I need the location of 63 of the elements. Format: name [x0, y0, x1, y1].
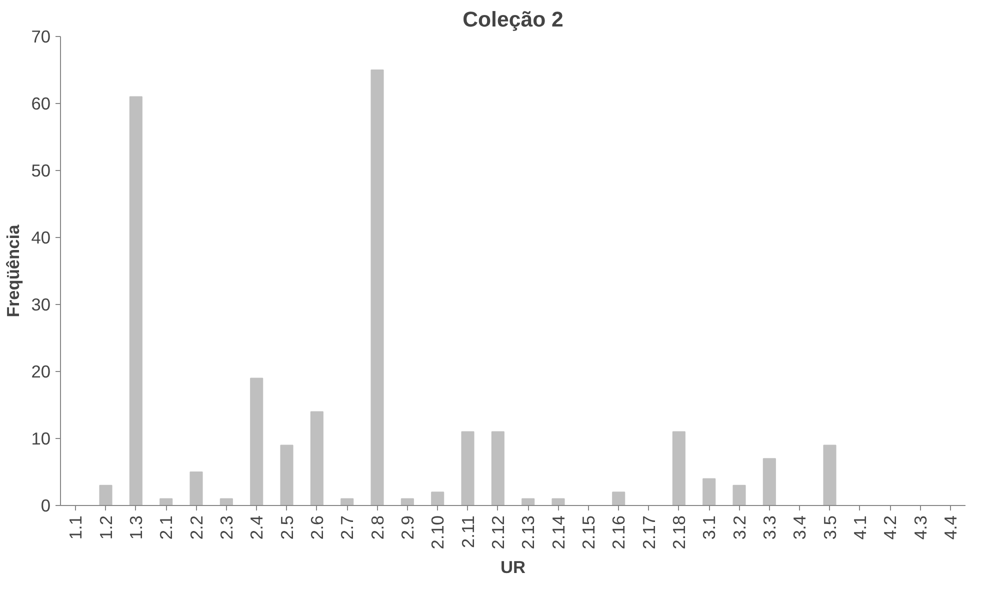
bar — [280, 444, 294, 506]
y-tick-label: 10 — [31, 428, 51, 448]
y-tick-label: 50 — [31, 160, 51, 180]
bar — [370, 70, 384, 506]
bar — [431, 492, 444, 506]
y-tick-label: 70 — [31, 26, 51, 46]
x-axis-title: UR — [500, 557, 526, 578]
x-tick-label: 4.2 — [880, 515, 900, 540]
bar — [672, 431, 686, 506]
x-tick-label: 2.12 — [488, 515, 508, 550]
bar — [310, 411, 324, 506]
y-axis-title: Freqüência — [3, 224, 24, 318]
x-tick-label: 3.1 — [699, 515, 720, 540]
x-tick-label: 2.9 — [397, 515, 418, 540]
x-tick-label: 2.16 — [608, 515, 629, 550]
chart-title: Coleção 2 — [462, 8, 564, 32]
bar — [99, 484, 112, 506]
x-tick-label: 2.13 — [518, 515, 538, 550]
bar — [340, 498, 354, 506]
x-tick-label: 2.8 — [367, 515, 388, 540]
x-tick-label: 4.4 — [940, 515, 960, 540]
x-tick-label: 2.15 — [578, 515, 598, 550]
x-tick-label: 2.11 — [458, 515, 478, 548]
x-tick-label: 1.2 — [96, 515, 116, 540]
x-tick-label: 4.3 — [910, 515, 930, 540]
x-tick-label: 2.14 — [548, 515, 568, 550]
x-tick-label: 2.6 — [306, 515, 327, 540]
y-tick-label: 60 — [31, 94, 51, 114]
x-tick-label: 1.3 — [126, 515, 146, 540]
x-tick-label: 2.10 — [428, 515, 448, 550]
x-tick-label: 2.1 — [156, 515, 176, 540]
bar — [732, 484, 746, 506]
bar — [823, 444, 836, 506]
bar — [190, 472, 203, 506]
bar — [250, 378, 264, 506]
bar — [522, 498, 535, 506]
x-tick-label: 2.18 — [668, 515, 689, 550]
bar — [461, 431, 474, 506]
y-tick-label: 40 — [31, 228, 51, 248]
x-tick-label: 2.5 — [276, 515, 297, 540]
x-tick-label: 3.5 — [820, 515, 840, 540]
bar — [129, 96, 142, 506]
bar — [612, 492, 626, 506]
bar — [552, 498, 565, 506]
x-tick-label: 2.3 — [216, 515, 236, 540]
bar — [491, 431, 504, 506]
x-tick-label: 2.17 — [638, 515, 659, 550]
x-tick-label: 4.1 — [850, 515, 870, 540]
bar — [400, 498, 414, 506]
y-tick-label: 20 — [31, 362, 51, 382]
bar — [762, 458, 776, 506]
x-tick-label: 3.2 — [729, 515, 750, 540]
x-tick-label: 2.2 — [186, 515, 206, 540]
x-tick-label: 2.4 — [246, 515, 267, 540]
y-tick-label: 0 — [40, 496, 51, 516]
bar — [220, 498, 233, 506]
x-tick-label: 2.7 — [337, 515, 358, 540]
x-tick-label: 3.4 — [790, 515, 810, 540]
bar — [160, 498, 173, 506]
bar — [702, 478, 716, 506]
x-tick-label: 3.3 — [759, 515, 780, 540]
y-tick-label: 30 — [31, 294, 51, 314]
x-tick-label: 1.1 — [66, 515, 86, 540]
